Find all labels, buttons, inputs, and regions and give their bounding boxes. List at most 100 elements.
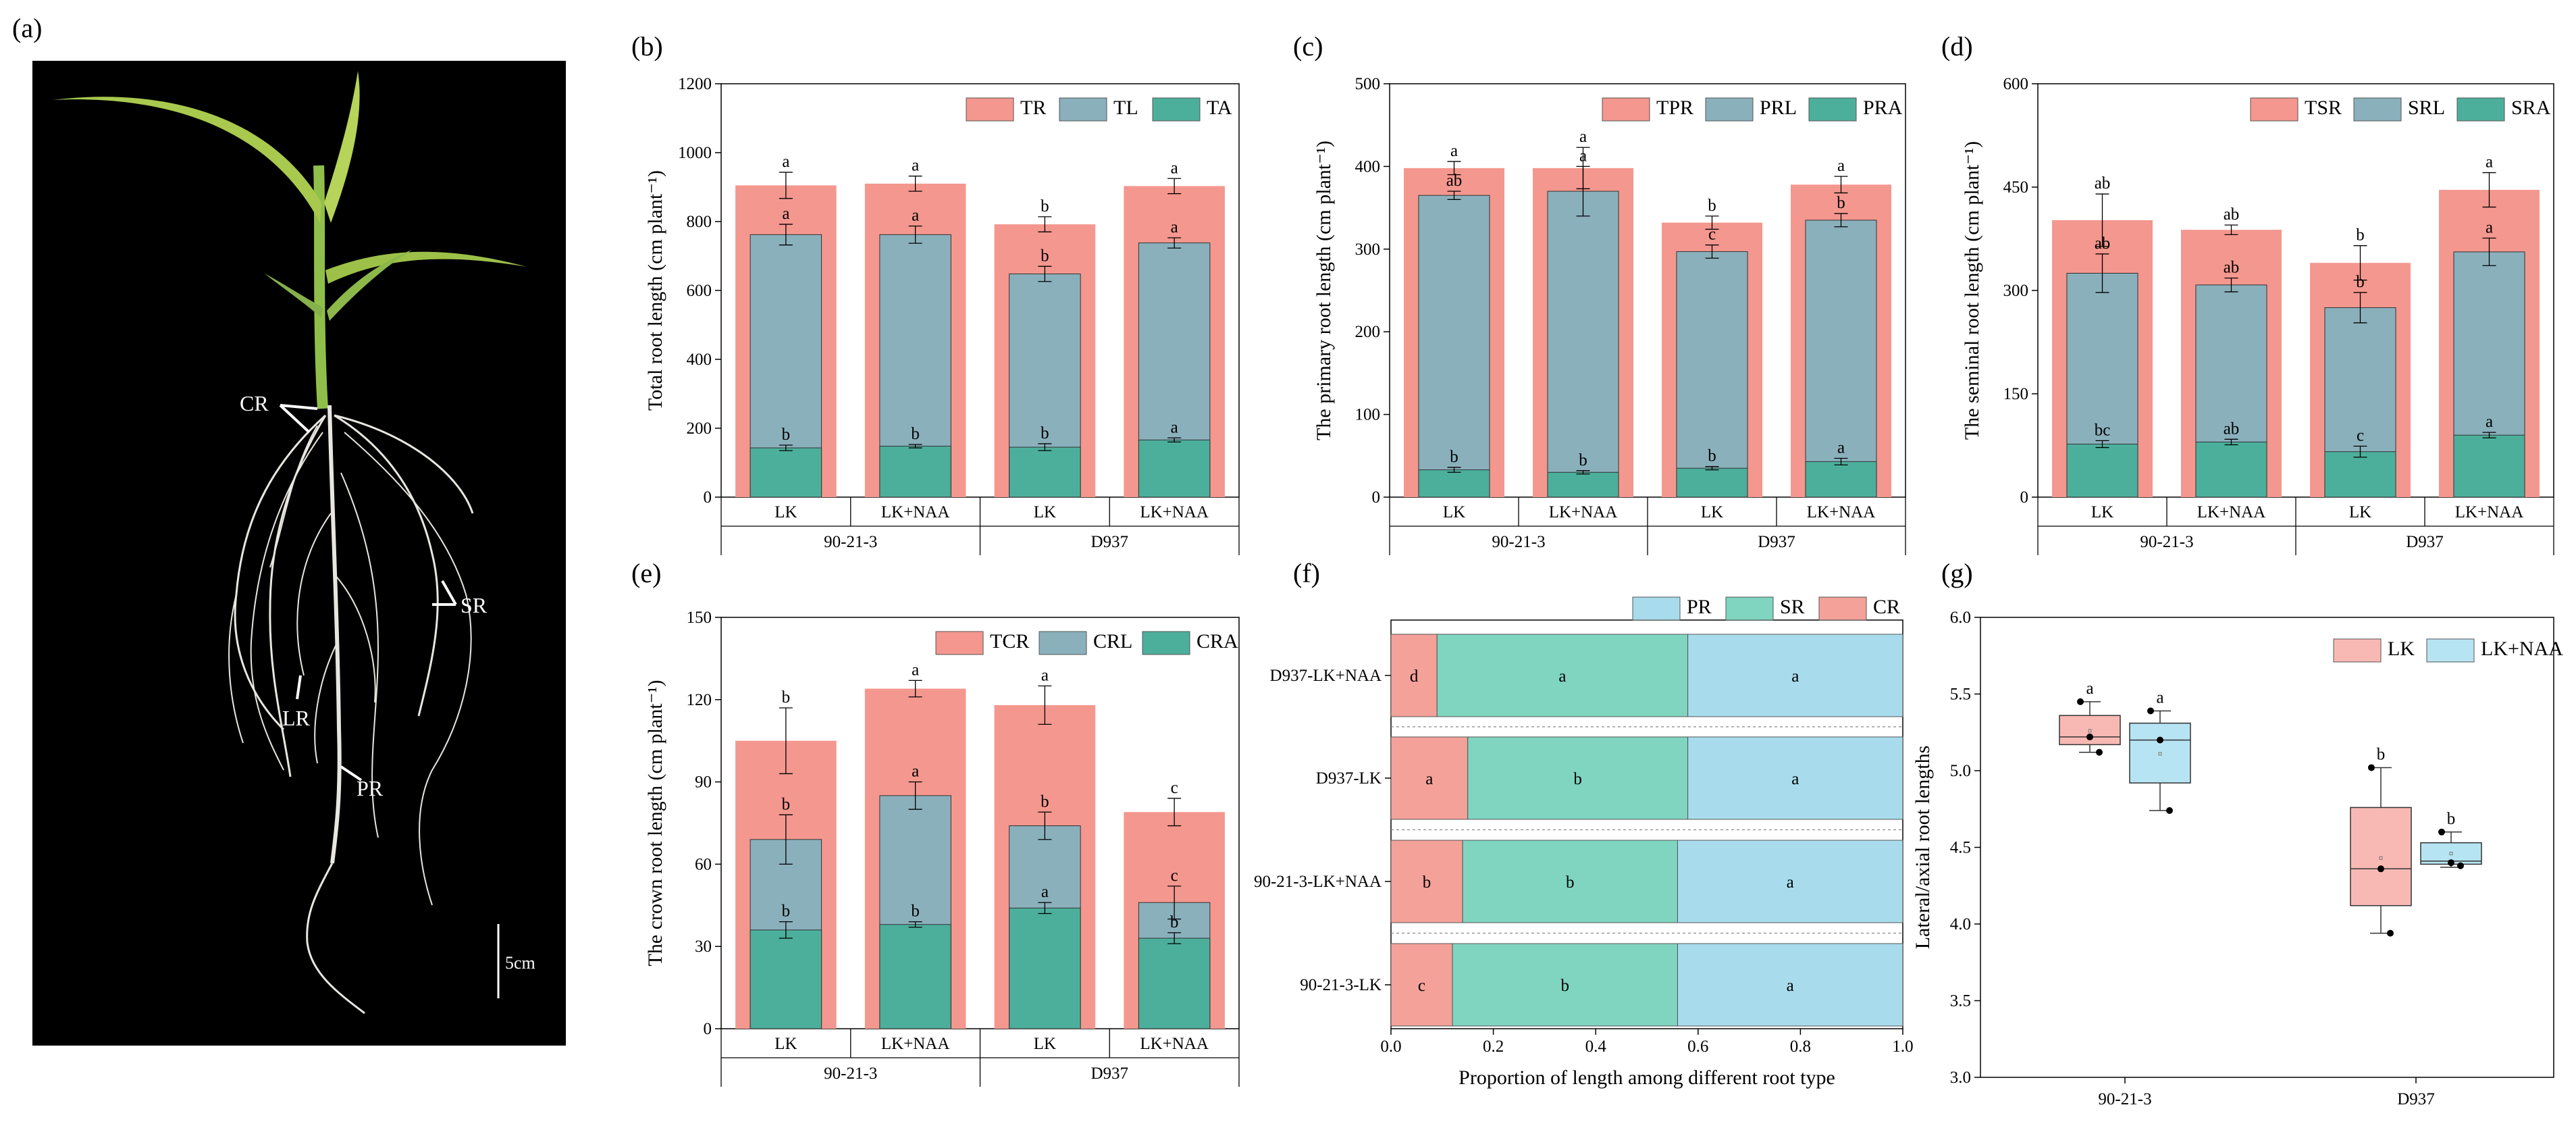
x-category-label-b-3: LK+NAA xyxy=(1140,503,1209,521)
sig-letter-b-TA-0: b xyxy=(782,426,791,444)
scale-bar-label: 5cm xyxy=(505,953,535,973)
data-point-g-2-0 xyxy=(2368,764,2375,771)
hbar-f-CR-1 xyxy=(1390,736,1469,820)
legend-label-b-0: TR xyxy=(1020,97,1046,119)
sig-letter-e-TCR-2: a xyxy=(1041,667,1049,685)
sig-letter-b-TL-2: b xyxy=(1041,247,1049,265)
x-tick-label-f-2: 0.4 xyxy=(1585,1037,1607,1056)
legend-label-e-0: TCR xyxy=(990,630,1029,652)
y-tick-label-g-2: 4.0 xyxy=(1950,915,1971,933)
sig-letter-f-CR-2: b xyxy=(1423,873,1431,892)
y-tick-label-e-3: 90 xyxy=(695,773,712,792)
x-group-label-g-1: D937 xyxy=(2397,1090,2435,1108)
sig-letter-b-TL-3: a xyxy=(1171,218,1178,236)
y-tick-label-c-2: 200 xyxy=(1355,323,1381,341)
sig-letter-d-SRA-2: c xyxy=(2357,427,2364,445)
bar-b-TA-3 xyxy=(1138,439,1211,498)
sig-letter-f-CR-3: c xyxy=(1418,977,1425,995)
legend-swatch-e-2 xyxy=(1142,631,1190,655)
legend-swatch-c-0 xyxy=(1602,97,1650,122)
legend-swatch-e-0 xyxy=(935,631,984,655)
y-tick-label-c-0: 0 xyxy=(1372,488,1381,507)
sig-letter-d-SRL-2: b xyxy=(2356,273,2365,291)
sig-letter-c-PRA-1: b xyxy=(1579,451,1587,469)
sig-letter-d-TSR-1: ab xyxy=(2224,205,2240,224)
panel-letter-g: (g) xyxy=(1941,558,1973,588)
sig-letter-d-SRA-3: a xyxy=(2486,413,2493,431)
bar-e-CRA-2 xyxy=(1009,907,1081,1029)
hbar-f-PR-1 xyxy=(1687,736,1903,820)
y-axis-title-g: Lateral/axial root lengths xyxy=(1912,746,1934,950)
mean-marker-g-2 xyxy=(2379,856,2383,860)
panel-letter-a: (a) xyxy=(12,13,42,43)
sig-letter-f-PR-0: a xyxy=(1791,667,1799,686)
y-category-label-f-2: 90-21-3-LK+NAA xyxy=(1254,873,1382,891)
sig-letter-g-0: a xyxy=(2086,680,2093,698)
sig-letter-b-TR-0: a xyxy=(782,153,789,171)
legend-label-g-0: LK xyxy=(2388,638,2415,660)
sig-letter-b-TA-3: a xyxy=(1171,418,1178,436)
sig-letter-f-SR-1: b xyxy=(1573,770,1582,788)
legend-swatch-c-1 xyxy=(1705,97,1754,122)
sig-letter-c-PRA-0: b xyxy=(1450,448,1458,466)
y-tick-label-g-0: 3.0 xyxy=(1950,1069,1971,1087)
sig-letter-d-SRA-0: bc xyxy=(2095,421,2111,439)
sig-letter-d-SRA-1: ab xyxy=(2224,419,2240,438)
bar-d-SRA-1 xyxy=(2195,441,2267,498)
legend-swatch-b-0 xyxy=(966,97,1014,122)
plant-photo: CR SR LR PR 5cm xyxy=(32,61,566,1046)
legend-swatch-c-2 xyxy=(1808,97,1857,122)
bar-b-TA-0 xyxy=(750,447,822,498)
sig-letter-d-SRL-1: ab xyxy=(2224,259,2240,277)
hbar-f-PR-3 xyxy=(1677,943,1903,1027)
mean-marker-g-1 xyxy=(2158,752,2162,756)
sig-letter-d-TSR-3: a xyxy=(2486,153,2493,172)
panel-letter-f: (f) xyxy=(1293,558,1320,588)
sig-letter-g-1: a xyxy=(2156,688,2163,707)
sig-letter-f-SR-2: b xyxy=(1566,873,1575,892)
bar-c-PRL-3 xyxy=(1805,220,1877,498)
y-tick-label-g-6: 6.0 xyxy=(1950,609,1971,627)
hbar-f-SR-2 xyxy=(1462,840,1678,923)
data-point-g-1-2 xyxy=(2166,807,2173,815)
legend-label-d-1: SRL xyxy=(2408,97,2445,119)
y-tick-label-b-2: 400 xyxy=(687,351,712,369)
sig-letter-c-PRL-0: ab xyxy=(1446,172,1463,190)
bar-b-TA-1 xyxy=(879,446,951,498)
y-tick-label-d-2: 300 xyxy=(2003,282,2029,300)
legend-label-c-1: PRL xyxy=(1760,97,1797,119)
sig-letter-g-2: b xyxy=(2377,745,2386,763)
legend-label-d-2: SRA xyxy=(2511,97,2551,119)
photo-background xyxy=(32,61,566,1046)
sig-letter-d-TSR-2: b xyxy=(2356,226,2365,245)
bar-c-PRL-2 xyxy=(1676,251,1748,498)
y-tick-label-e-1: 30 xyxy=(695,938,712,956)
panel-letter-c: (c) xyxy=(1293,31,1323,61)
sig-letter-e-TCR-3: c xyxy=(1171,779,1178,797)
x-category-label-d-2: LK xyxy=(2349,503,2371,521)
sig-letter-e-TCR-1: a xyxy=(912,661,919,679)
hbar-f-CR-0 xyxy=(1390,634,1438,717)
sig-letter-e-TCR-0: b xyxy=(782,688,791,707)
photo-label-cr: CR xyxy=(240,391,269,415)
legend-label-e-2: CRA xyxy=(1197,630,1238,652)
legend-swatch-f-0 xyxy=(1632,596,1681,621)
legend-label-e-1: CRL xyxy=(1093,630,1132,652)
sig-letter-c-PRA-3: a xyxy=(1837,438,1845,457)
sig-letter-b-TL-1: a xyxy=(912,207,919,225)
data-point-g-2-2 xyxy=(2387,929,2394,937)
sig-letter-b-TL-0: a xyxy=(782,205,789,223)
bar-c-PRL-1 xyxy=(1547,190,1619,498)
x-category-label-d-0: LK xyxy=(2091,503,2113,521)
y-tick-label-b-5: 1000 xyxy=(678,144,712,162)
group-label-d-0: 90-21-3 xyxy=(2140,533,2193,551)
y-tick-label-e-2: 60 xyxy=(695,855,712,873)
sig-letter-e-CRL-2: b xyxy=(1041,792,1049,811)
x-tick-label-f-5: 1.0 xyxy=(1892,1037,1913,1056)
legend-swatch-g-0 xyxy=(2333,638,2382,663)
x-tick-label-f-1: 0.2 xyxy=(1483,1037,1504,1056)
maize-shoot-illustration xyxy=(53,71,527,409)
sig-letter-e-CRL-3: c xyxy=(1171,867,1178,885)
y-tick-label-d-1: 150 xyxy=(2003,385,2029,403)
hbar-f-CR-3 xyxy=(1390,943,1453,1027)
